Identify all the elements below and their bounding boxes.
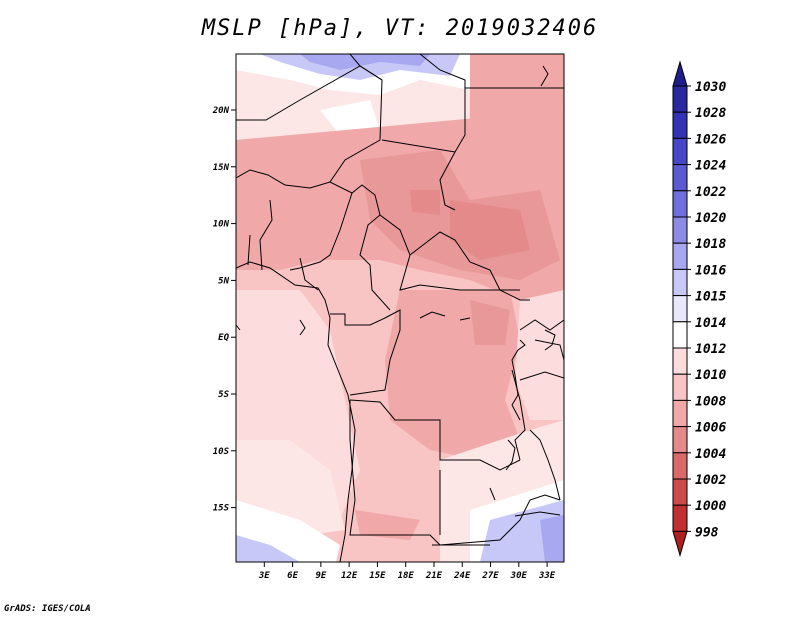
colorbar-legend: 1030 1028 1026 1024 1022 1020 1018 1016 1015 1014… [672, 60, 726, 558]
lon-tick-label: 30E [510, 571, 528, 581]
colorbar-label: 1012 [695, 342, 726, 357]
country-borders [236, 54, 564, 546]
colorbar-label: 1014 [695, 316, 726, 331]
map-title: MSLP [hPa], VT: 2019032406 [201, 16, 599, 41]
lat-tick-label: EQ [218, 333, 229, 343]
lat-tick-label: 20N [212, 106, 230, 116]
colorbar-label: 1018 [695, 237, 726, 252]
lon-tick-label: 6E [287, 571, 298, 581]
colorbar-label: 998 [695, 525, 719, 540]
colorbar-arrow-top [672, 60, 688, 87]
lon-tick-label: 3E [258, 571, 270, 581]
colorbar-segment [672, 242, 688, 270]
colorbar-label: 1026 [695, 132, 726, 147]
lon-tick-label: 15E [369, 571, 386, 581]
colorbar-label: 1000 [695, 499, 726, 514]
colorbar-segment [672, 268, 688, 297]
lon-tick-label: 33E [538, 571, 556, 581]
lat-tick-label: 5N [218, 276, 229, 286]
colorbar-label: 1002 [695, 473, 726, 488]
lon-tick-label: 9E [315, 571, 326, 581]
colorbar-segment [672, 111, 688, 139]
colorbar-label: 1004 [695, 447, 726, 462]
colorbar-segment [672, 85, 688, 113]
colorbar-segment [672, 452, 688, 480]
map-frame [235, 53, 565, 563]
colorbar-label: 1024 [695, 159, 726, 174]
colorbar-label: 1006 [695, 421, 726, 436]
colorbar-segment [672, 478, 688, 506]
colorbar-label: 1015 [695, 290, 726, 305]
lat-tick-label: 10S [213, 447, 230, 457]
colorbar-label: 1020 [695, 211, 726, 226]
colorbar-label: 1028 [695, 106, 726, 121]
colorbar-segment [672, 347, 688, 375]
longitude-axis: 3E 6E 9E 12E 15E 18E 21E 24E 27E 30E 33E [258, 562, 556, 581]
lon-tick-label: 21E [425, 571, 443, 581]
colorbar-label: 1016 [695, 263, 726, 278]
colorbar-label: 1022 [695, 185, 726, 200]
lat-tick-label: 15S [213, 504, 230, 514]
colorbar-segment [672, 426, 688, 454]
colorbar-segment [672, 164, 688, 192]
grads-credit: GrADS: IGES/COLA [4, 604, 91, 614]
colorbar-segment [672, 321, 688, 349]
colorbar-segment [672, 216, 688, 244]
colorbar-label: 1008 [695, 394, 726, 409]
lat-tick-label: 15N [213, 163, 230, 173]
colorbar-arrow-bottom [672, 530, 688, 558]
coastlines [236, 65, 561, 562]
colorbar-label: 1010 [695, 368, 726, 383]
colorbar-segment [672, 373, 688, 401]
lat-tick-label: 10N [213, 220, 230, 230]
lon-tick-label: 27E [481, 571, 499, 581]
lon-tick-label: 12E [341, 571, 358, 581]
pressure-field [236, 54, 564, 562]
colorbar-label: 1030 [695, 80, 726, 95]
colorbar-segment [672, 190, 688, 218]
lon-tick-label: 24E [453, 571, 471, 581]
lon-tick-label: 18E [398, 571, 415, 581]
colorbar-segment [672, 137, 688, 166]
colorbar-segment [672, 295, 688, 323]
latitude-axis: 20N 15N 10N 5N EQ 5S 10S 15S [212, 106, 236, 514]
lat-tick-label: 5S [218, 390, 229, 400]
colorbar-segment [672, 399, 688, 428]
colorbar-segment [672, 504, 688, 532]
